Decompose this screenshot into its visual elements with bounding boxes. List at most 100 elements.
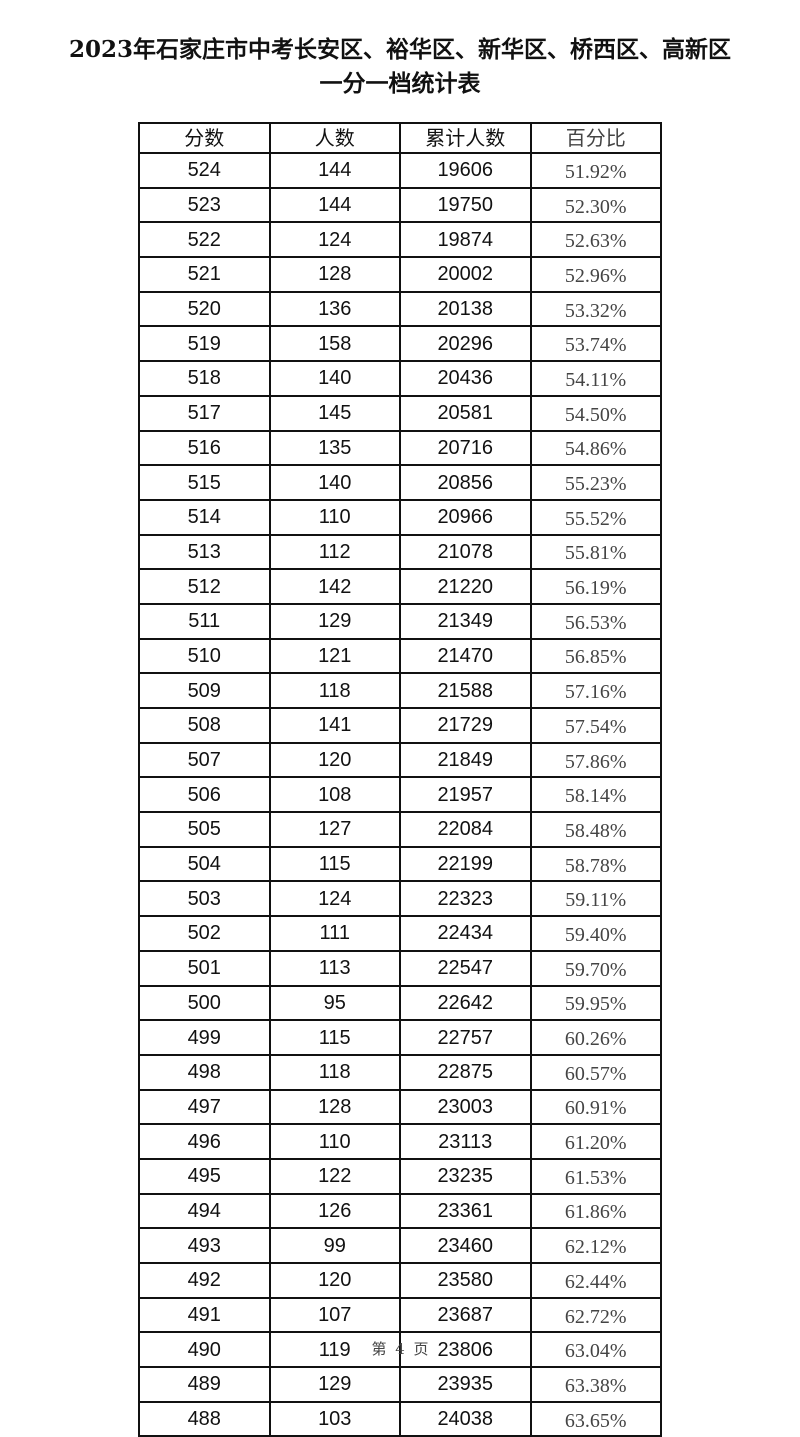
cell-cumulative: 19750 xyxy=(399,186,532,224)
cell-score: 522 xyxy=(138,221,271,259)
table-row: 506 108 21957 58.14% xyxy=(138,776,662,814)
cell-percentage: 55.81% xyxy=(529,533,662,571)
cell-cumulative: 20716 xyxy=(399,429,532,467)
cell-count: 95 xyxy=(268,984,401,1022)
cell-score: 493 xyxy=(138,1227,271,1264)
cell-cumulative: 22434 xyxy=(399,915,532,952)
cell-count: 115 xyxy=(268,845,401,883)
cell-score: 496 xyxy=(138,1123,271,1160)
cell-count: 119 xyxy=(268,1331,401,1369)
table-row: 516 135 20716 54.86% xyxy=(138,429,662,467)
cell-count: 158 xyxy=(268,325,401,363)
table-row: 509 118 21588 57.16% xyxy=(138,672,662,709)
cell-score: 524 xyxy=(138,152,271,189)
cell-percentage: 52.30% xyxy=(529,186,662,224)
table-row: 510 121 21470 56.85% xyxy=(138,637,662,675)
cell-cumulative: 20966 xyxy=(399,498,532,536)
table-row: 492 120 23580 62.44% xyxy=(138,1262,662,1299)
cell-percentage: 59.70% xyxy=(529,949,662,987)
cell-score: 517 xyxy=(138,394,271,432)
cell-cumulative: 20856 xyxy=(399,464,532,501)
cell-percentage: 57.54% xyxy=(529,707,662,744)
cell-percentage: 60.26% xyxy=(529,1019,662,1056)
table-row: 522 124 19874 52.63% xyxy=(138,221,662,259)
cell-percentage: 55.52% xyxy=(529,498,662,536)
cell-percentage: 54.11% xyxy=(529,360,662,397)
cell-count: 144 xyxy=(268,186,401,224)
cell-count: 141 xyxy=(268,707,401,744)
table-row: 490 119 23806 63.04% xyxy=(138,1331,662,1369)
cell-percentage: 63.65% xyxy=(529,1400,662,1437)
cell-count: 107 xyxy=(268,1296,401,1334)
cell-count: 142 xyxy=(268,568,401,605)
cell-cumulative: 20138 xyxy=(399,290,532,328)
cell-percentage: 63.38% xyxy=(529,1366,662,1403)
cell-count: 129 xyxy=(268,602,401,640)
cell-score: 520 xyxy=(138,290,271,328)
cell-count: 128 xyxy=(268,256,401,293)
cell-score: 490 xyxy=(138,1331,271,1369)
table-row: 494 126 23361 61.86% xyxy=(138,1192,662,1230)
cell-count: 110 xyxy=(268,1123,401,1160)
cell-score: 516 xyxy=(138,429,271,467)
score-distribution-table: 分数 人数 累计人数 百分比 524 144 19606 51.92% 523 144 19… xyxy=(138,122,662,1437)
cell-score: 501 xyxy=(138,949,271,987)
cell-cumulative: 23460 xyxy=(399,1227,532,1264)
cell-cumulative: 22323 xyxy=(399,880,532,918)
cell-score: 489 xyxy=(138,1366,271,1403)
cell-cumulative: 22084 xyxy=(399,811,532,848)
cell-count: 113 xyxy=(268,949,401,987)
cell-count: 140 xyxy=(268,464,401,501)
table-row: 491 107 23687 62.72% xyxy=(138,1296,662,1334)
cell-cumulative: 21349 xyxy=(399,602,532,640)
cell-score: 499 xyxy=(138,1019,271,1056)
cell-cumulative: 23003 xyxy=(399,1088,532,1126)
cell-score: 513 xyxy=(138,533,271,571)
cell-cumulative: 21588 xyxy=(399,672,532,709)
cell-cumulative: 21729 xyxy=(399,707,532,744)
cell-cumulative: 23113 xyxy=(399,1123,532,1160)
cell-cumulative: 23687 xyxy=(399,1296,532,1334)
cell-count: 110 xyxy=(268,498,401,536)
header-count: 人数 xyxy=(268,122,401,154)
cell-count: 108 xyxy=(268,776,401,814)
cell-count: 118 xyxy=(268,672,401,709)
cell-percentage: 58.48% xyxy=(529,811,662,848)
cell-percentage: 58.14% xyxy=(529,776,662,814)
cell-cumulative: 21957 xyxy=(399,776,532,814)
cell-cumulative: 21470 xyxy=(399,637,532,675)
cell-cumulative: 24038 xyxy=(399,1400,532,1437)
cell-score: 508 xyxy=(138,707,271,744)
cell-score: 512 xyxy=(138,568,271,605)
cell-score: 514 xyxy=(138,498,271,536)
cell-score: 511 xyxy=(138,602,271,640)
cell-count: 127 xyxy=(268,811,401,848)
cell-percentage: 54.50% xyxy=(529,394,662,432)
cell-score: 504 xyxy=(138,845,271,883)
table-row: 515 140 20856 55.23% xyxy=(138,464,662,501)
cell-percentage: 58.78% xyxy=(529,845,662,883)
table-row: 524 144 19606 51.92% xyxy=(138,152,662,189)
table-row: 519 158 20296 53.74% xyxy=(138,325,662,363)
cell-score: 510 xyxy=(138,637,271,675)
cell-percentage: 62.72% xyxy=(529,1296,662,1334)
cell-count: 124 xyxy=(268,221,401,259)
cell-percentage: 61.86% xyxy=(529,1192,662,1230)
table-row: 513 112 21078 55.81% xyxy=(138,533,662,571)
cell-cumulative: 21078 xyxy=(399,533,532,571)
cell-percentage: 59.40% xyxy=(529,915,662,952)
cell-count: 144 xyxy=(268,152,401,189)
table-row: 493 99 23460 62.12% xyxy=(138,1227,662,1264)
cell-count: 118 xyxy=(268,1053,401,1091)
header-cumulative: 累计人数 xyxy=(399,122,532,154)
cell-count: 136 xyxy=(268,290,401,328)
cell-count: 121 xyxy=(268,637,401,675)
table-row: 517 145 20581 54.50% xyxy=(138,394,662,432)
table-row: 501 113 22547 59.70% xyxy=(138,949,662,987)
cell-score: 518 xyxy=(138,360,271,397)
cell-count: 122 xyxy=(268,1157,401,1195)
cell-percentage: 59.95% xyxy=(529,984,662,1022)
cell-percentage: 63.04% xyxy=(529,1331,662,1369)
cell-score: 498 xyxy=(138,1053,271,1091)
cell-score: 519 xyxy=(138,325,271,363)
